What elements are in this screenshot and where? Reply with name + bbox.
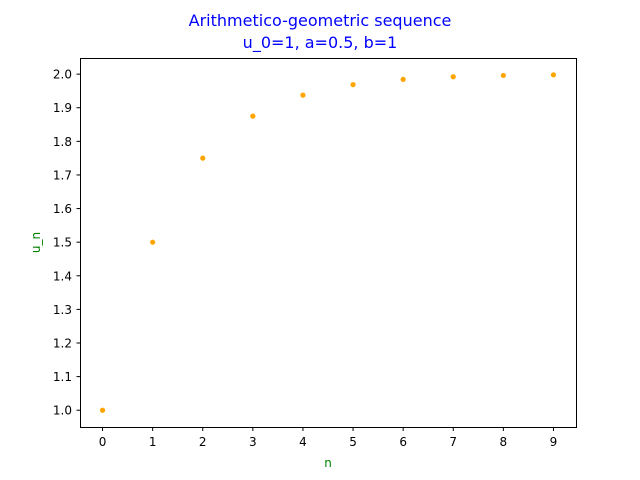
- y-tick-label: 2.0: [53, 68, 72, 82]
- data-points: [99, 72, 557, 413]
- y-tick-label: 1.6: [53, 202, 72, 216]
- x-tick-label: 8: [500, 435, 508, 449]
- data-point: [350, 82, 356, 88]
- y-tick-label: 1.8: [53, 135, 72, 149]
- x-tick-label: 5: [349, 435, 357, 449]
- x-axis-label: n: [324, 456, 332, 470]
- data-point: [450, 74, 456, 80]
- data-point: [150, 239, 156, 245]
- x-tick-label: 2: [199, 435, 207, 449]
- data-point: [99, 407, 106, 413]
- y-tick-label: 1.9: [53, 101, 72, 115]
- y-tick-label: 1.4: [53, 269, 72, 283]
- plot-frame: [80, 58, 577, 428]
- data-point: [400, 76, 406, 82]
- x-tick-label: 7: [449, 435, 457, 449]
- data-point: [550, 72, 557, 78]
- y-tick-label: 1.3: [53, 303, 72, 317]
- x-tick-label: 3: [249, 435, 257, 449]
- data-point: [500, 72, 506, 79]
- y-tick-label: 1.7: [53, 168, 72, 182]
- y-tick-label: 1.1: [53, 370, 72, 384]
- y-tick-label: 1.0: [53, 404, 72, 418]
- x-tick-label: 0: [99, 435, 107, 449]
- x-tick-label: 1: [149, 435, 157, 449]
- data-point: [250, 113, 256, 119]
- x-tick-label: 9: [550, 435, 558, 449]
- y-tick-label: 1.5: [53, 236, 72, 250]
- x-tick-label: 4: [299, 435, 307, 449]
- data-point: [300, 92, 306, 98]
- x-tick-label: 6: [399, 435, 407, 449]
- chart-subtitle: u_0=1, a=0.5, b=1: [242, 33, 398, 52]
- axis-ticks: 0 1 2 3 4 5 6 7 8 9 1.0 1.1 1.2 1.3 1.4 1.5 1.6 1.7 1.8 1.9…: [53, 68, 557, 449]
- y-axis-label: u_n: [29, 232, 43, 253]
- data-point: [200, 155, 206, 161]
- chart-title: Arithmetico-geometric sequence: [188, 11, 452, 30]
- y-tick-label: 1.2: [53, 337, 72, 351]
